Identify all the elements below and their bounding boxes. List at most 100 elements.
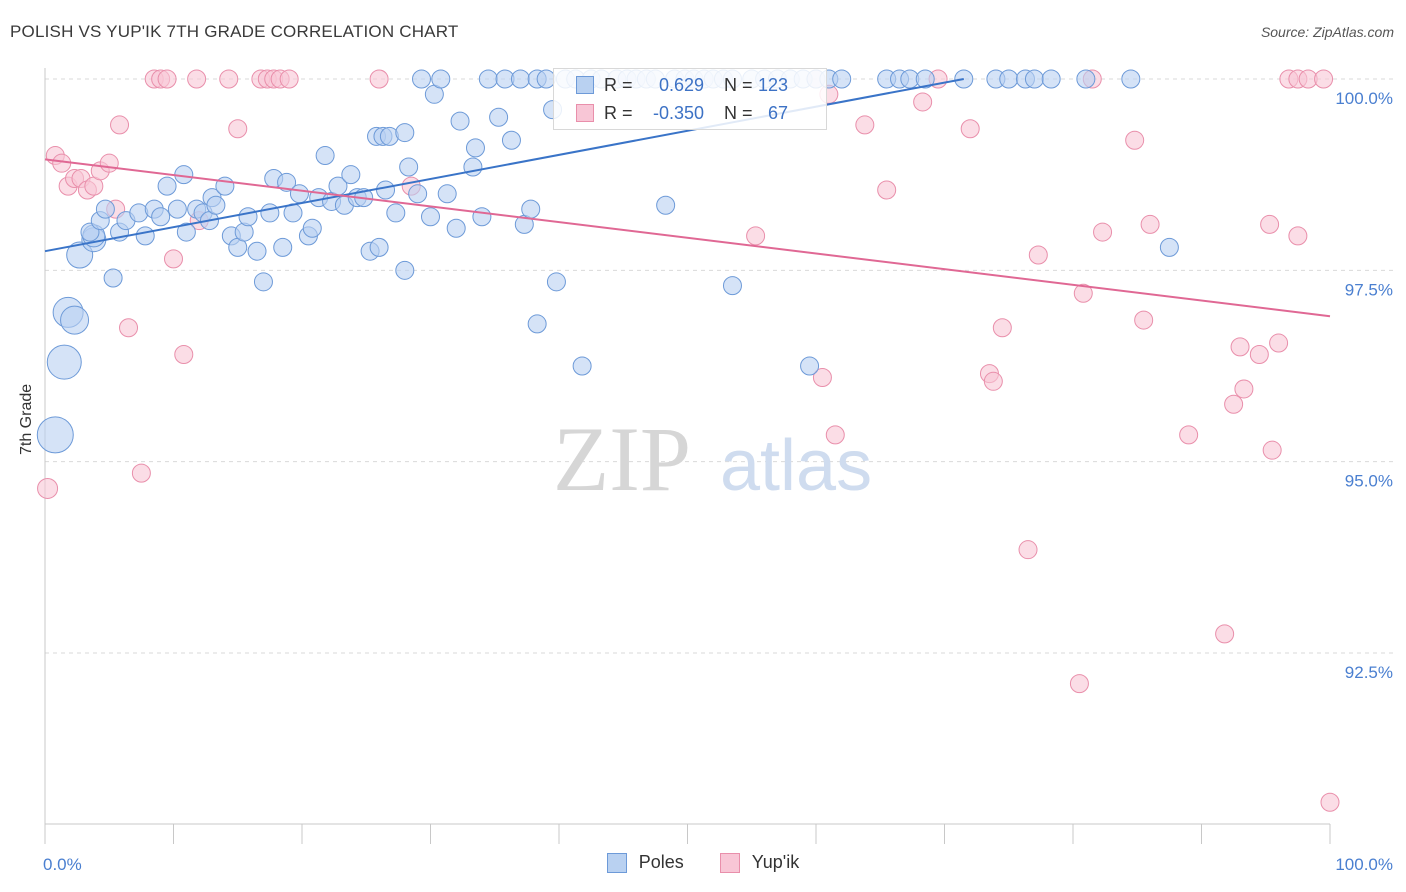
poles-point [421,207,440,227]
legend-n-value: 67 [767,102,788,123]
poles-point [501,130,521,150]
poles-point [376,180,396,200]
yupik-point [1134,310,1154,330]
poles-point [95,199,115,219]
yupik-point [174,345,194,365]
yupik-point [1230,337,1250,357]
poles-point [472,207,492,227]
gridlines [45,78,1395,654]
yupik-point [992,318,1012,338]
poles-point [431,69,451,89]
poles-point [151,207,171,227]
y-tick-label: 97.5% [1345,280,1393,299]
poles-point [167,199,187,219]
poles-point [450,111,470,131]
watermark: ZIP atlas [553,408,872,510]
yupik-point [1018,540,1038,560]
poles-point [489,107,509,127]
yupik-point [1093,222,1113,242]
yupik-point [369,69,389,89]
poles-point [1159,237,1179,257]
poles-point [1041,69,1061,89]
legend-row-poles: R = 0.629 N = 123 [576,72,788,98]
yupik-point [1249,345,1269,365]
poles-point [247,241,267,261]
legend-n-label: N = [724,102,753,123]
legend-item-poles[interactable]: Poles [606,852,684,873]
poles-point [722,276,742,296]
poles-point [915,69,935,89]
poles-point [36,416,74,454]
yupik-point [37,477,59,499]
yupik-point [1288,226,1308,246]
legend-series: Poles Yup'ik [0,852,1406,873]
tick-labels: 92.5% 95.0% 97.5% 100.0% 0.0% 100.0% [43,89,1393,874]
watermark-zip: ZIP [553,408,691,510]
yupik-point [746,226,766,246]
yupik-point [960,119,980,139]
yupik-point [1262,440,1282,460]
yupik-point [157,69,177,89]
yupik-point [1224,394,1244,414]
watermark-atlas: atlas [720,426,872,506]
poles-point [478,69,498,89]
poles-point [463,157,483,177]
poles-point [465,138,485,158]
poles-point [572,356,592,376]
legend-r-label: R = [604,74,633,95]
poles-point [157,176,177,196]
yupik-point [877,180,897,200]
poles-point [176,222,196,242]
legend-row-yupik: R = -0.350 N = 67 [576,100,788,126]
legend-r-label: R = [604,102,633,123]
yupik-point [1069,674,1089,694]
legend-swatch-yupik [576,104,594,122]
legend-swatch-yupik [719,852,740,873]
yupik-point [52,153,72,173]
yupik-point [1125,130,1145,150]
poles-point [999,69,1019,89]
yupik-point [279,69,299,89]
yupik-point [1314,69,1334,89]
yupik-point [825,425,845,445]
poles-point [1121,69,1141,89]
poles-point [527,314,547,334]
poles-point [1024,69,1044,89]
poles-point [135,226,155,246]
legend-label-yupik: Yup'ik [751,852,800,872]
yupik-point [913,92,933,112]
poles-point [289,184,309,204]
legend-item-yupik[interactable]: Yup'ik [719,852,800,873]
poles-point [800,356,820,376]
poles-point [395,123,415,143]
yupik-point [110,115,130,135]
yupik-point [1028,245,1048,265]
legend-r-value: -0.350 [652,102,704,123]
poles-point [206,195,226,215]
legend-swatch-poles [576,76,594,94]
yupik-point [1269,333,1289,353]
yupik-point [228,119,248,139]
yupik-trendline [44,158,1331,318]
poles-point [103,268,123,288]
poles-point [395,260,415,280]
x-tick-label: 100.0% [1335,855,1393,874]
poles-point [60,305,90,335]
poles-point [510,69,530,89]
yupik-point [983,371,1003,391]
poles-point [253,272,273,292]
poles-point [412,69,432,89]
y-tick-label: 92.5% [1345,663,1393,682]
poles-point [437,184,457,204]
poles-point [277,172,297,192]
poles-point [521,199,541,219]
poles-point [832,69,852,89]
poles-point [273,237,293,257]
poles-points [36,69,1179,454]
legend-n-value: 123 [757,74,788,95]
poles-point [46,344,82,380]
poles-point [446,218,466,238]
y-tick-label: 100.0% [1335,89,1393,108]
yupik-point [1073,283,1093,303]
